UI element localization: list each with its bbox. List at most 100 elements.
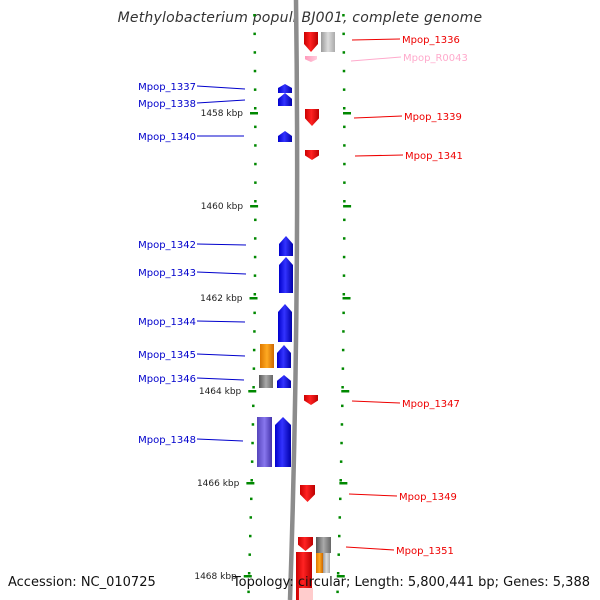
minor-tick-right [338,516,342,519]
major-tick-right [343,205,352,208]
minor-tick-left [250,460,254,463]
minor-tick-left [250,497,253,501]
minor-tick-left [249,516,253,519]
minor-tick-right [343,162,346,166]
minor-tick-right [342,293,346,296]
label-leaders [196,38,404,551]
leader-line-right [354,154,404,157]
major-tick-right [343,112,352,115]
scale-label: 1458 kbp [201,109,244,119]
major-tick-left [250,205,259,208]
minor-tick-left [254,144,257,147]
minor-tick-right [342,69,346,73]
minor-tick-right [341,348,345,352]
minor-tick-right [341,386,344,389]
gene-label-reverse: Mpop_1347 [402,399,460,410]
leader-line-right [348,493,398,497]
minor-tick-right [342,14,345,17]
minor-tick-left [253,88,257,91]
scale-label: 1464 kbp [199,387,242,397]
gene-label-forward: Mpop_1337 [138,82,196,93]
gene-label-forward: Mpop_1343 [138,268,196,279]
gene-label-rna: Mpop_R0043 [403,53,468,64]
minor-tick-right [342,330,345,333]
gene-label-forward: Mpop_1342 [138,240,196,251]
minor-tick-left [253,107,257,110]
minor-tick-right [341,367,345,370]
forward-gene-arrow [278,131,292,142]
forward-gene-arrow [279,236,293,256]
gene-label-reverse: Mpop_1339 [404,112,462,123]
gene-label-forward: Mpop_1338 [138,99,196,110]
scale-label: 1468 kbp [194,572,237,582]
scale-label: 1466 kbp [197,479,240,489]
minor-tick-right [342,32,345,36]
reverse-gene-arrow [305,150,319,160]
pink-feature [299,588,313,600]
major-tick-right [336,575,345,578]
minor-tick-right [343,218,346,222]
minor-tick-left [253,274,257,277]
minor-tick-right [339,460,343,463]
reverse-gene-arrow [304,32,318,52]
light-gray-feature [323,553,330,573]
major-tick-left [246,482,255,485]
scale-label: 1462 kbp [200,294,243,304]
minor-tick-left [253,255,257,259]
reverse-gene-arrow [300,485,315,502]
minor-tick-right [340,423,344,426]
minor-tick-right [343,181,346,184]
leader-line-left [196,99,246,104]
minor-tick-right [342,311,345,315]
gene-label-reverse: Mpop_1351 [396,546,454,557]
leader-line-left [196,353,246,357]
minor-tick-right [339,479,342,482]
minor-tick-left [252,404,255,408]
topology-text: Topology: circular; Length: 5,800,441 bp… [232,575,590,590]
slate-feature [257,417,272,467]
gene-label-reverse: Mpop_1336 [402,35,460,46]
minor-tick-left [253,14,256,17]
major-tick-left [243,575,252,578]
reverse-gene-arrow [304,395,318,405]
scale-label: 1460 kbp [201,202,244,212]
gene-label-forward: Mpop_1344 [138,317,196,328]
orange-feature [260,344,274,368]
minor-tick-left [254,200,257,203]
minor-tick-left [249,534,252,538]
leader-line-left [196,271,247,275]
minor-tick-right [342,255,346,259]
accession-text: Accession: NC_010725 [8,575,156,590]
forward-gene-arrow [277,345,291,368]
minor-tick-right [342,51,346,54]
minor-tick-left [247,572,251,575]
orange-feature [316,553,323,573]
minor-tick-right [340,441,343,445]
minor-tick-right [343,125,346,129]
scale-ticks: 1458 kbp 1460 kbp 1462 kbp 1464 kbp 1466 kbp… [194,14,352,594]
minor-tick-left [253,69,257,73]
minor-tick-left [252,386,255,389]
reverse-gene-arrow [298,537,313,551]
leader-line-right [345,546,395,551]
minor-tick-left [248,553,251,556]
minor-tick-left [253,330,256,333]
leader-line-right [351,400,401,404]
minor-tick-left [251,441,254,445]
minor-tick-right [342,88,346,91]
minor-tick-left [254,125,257,129]
forward-gene-arrow [278,304,292,342]
leader-line-left [196,438,244,442]
gene-label-forward: Mpop_1345 [138,350,196,361]
gene-label-forward: Mpop_1348 [138,435,196,446]
major-tick-left [249,297,258,300]
minor-tick-left [251,423,255,426]
minor-tick-left [253,293,257,296]
leader-line-right [351,38,401,41]
gene-label-forward: Mpop_1340 [138,132,196,143]
major-tick-left [250,112,259,115]
gene-features [257,32,335,600]
minor-tick-left [253,51,257,54]
genome-backbone [287,0,300,600]
